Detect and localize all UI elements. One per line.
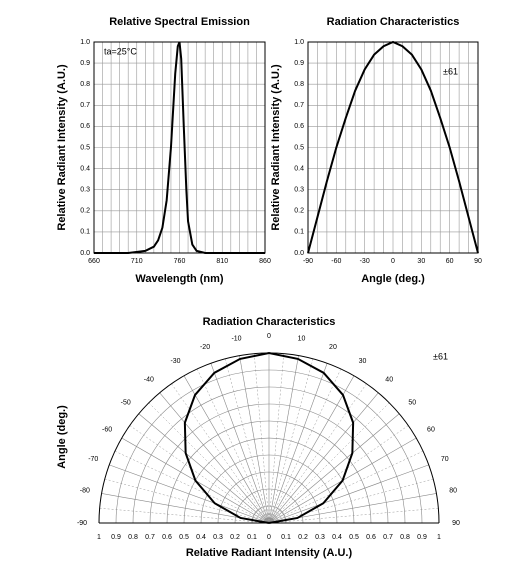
y-tick-label: 0.3 xyxy=(80,187,90,194)
x-tick-label: 0 xyxy=(267,534,271,541)
x-tick-label: 0.4 xyxy=(196,534,206,541)
y-tick-label: 0.3 xyxy=(294,187,304,194)
theta-tick-label: -90 xyxy=(77,520,87,527)
grid-circle xyxy=(149,403,389,524)
theta-tick-label: 50 xyxy=(408,400,416,407)
theta-tick-label: 80 xyxy=(449,487,457,494)
y-tick-label: 0.4 xyxy=(294,165,304,172)
y-tick-label: 0.2 xyxy=(294,208,304,215)
y-tick-label: 1.0 xyxy=(80,39,90,46)
theta-tick-label: -50 xyxy=(121,400,131,407)
x-tick-label: 810 xyxy=(216,258,228,265)
x-tick-label: 0.8 xyxy=(128,534,138,541)
y-tick-label: 1.0 xyxy=(294,39,304,46)
x-tick-label: 30 xyxy=(417,258,425,265)
x-tick-label: -30 xyxy=(360,258,370,265)
chart-title: Relative Spectral Emission xyxy=(109,16,250,28)
x-axis-label: Angle (deg.) xyxy=(361,273,425,285)
theta-tick-label: -80 xyxy=(80,487,90,494)
annotation: ±61 xyxy=(433,351,448,361)
y-tick-label: 0.9 xyxy=(294,60,304,67)
x-tick-label: 0.6 xyxy=(366,534,376,541)
theta-tick-label: -30 xyxy=(170,358,180,365)
y-axis-label: Relative Radiant Intensity (A.U.) xyxy=(270,64,282,231)
x-tick-label: 1 xyxy=(437,534,441,541)
x-axis-label: Wavelength (nm) xyxy=(135,273,224,285)
y-tick-label: 0.1 xyxy=(294,229,304,236)
y-tick-label: 0.6 xyxy=(80,123,90,130)
x-tick-label: 0.2 xyxy=(230,534,240,541)
grid-circle xyxy=(251,505,287,524)
x-tick-label: 0.7 xyxy=(383,534,393,541)
x-tick-label: 0.7 xyxy=(145,534,155,541)
y-tick-label: 0.7 xyxy=(80,102,90,109)
grid-circle xyxy=(183,437,355,524)
x-tick-label: 60 xyxy=(446,258,454,265)
theta-tick-label: 60 xyxy=(427,426,435,433)
theta-tick-label: -60 xyxy=(102,426,112,433)
x-tick-label: 0.8 xyxy=(400,534,410,541)
x-tick-label: 0.9 xyxy=(417,534,427,541)
theta-tick-label: -70 xyxy=(88,456,98,463)
y-tick-label: 0.0 xyxy=(80,250,90,257)
x-tick-label: 0.4 xyxy=(332,534,342,541)
theta-tick-label: -20 xyxy=(200,344,210,351)
x-tick-label: 0.1 xyxy=(281,534,291,541)
theta-tick-label: 20 xyxy=(329,344,337,351)
y-tick-label: 0.0 xyxy=(294,250,304,257)
x-tick-label: 760 xyxy=(174,258,186,265)
data-line xyxy=(94,41,265,254)
grid-circle xyxy=(234,488,304,524)
y-tick-label: 0.9 xyxy=(80,60,90,67)
data-line xyxy=(307,40,479,254)
theta-tick-label: 70 xyxy=(441,456,449,463)
x-tick-label: 0.6 xyxy=(162,534,172,541)
theta-tick-label: 10 xyxy=(298,336,306,343)
annotation: ±61 xyxy=(443,66,458,76)
x-tick-label: 0.2 xyxy=(298,534,308,541)
y-tick-label: 0.5 xyxy=(294,144,304,151)
grid-circle xyxy=(200,454,338,524)
y-axis-label: Angle (deg.) xyxy=(56,405,68,469)
chart-title: Radiation Characteristics xyxy=(327,16,460,28)
x-tick-label: 0 xyxy=(391,258,395,265)
x-tick-label: 90 xyxy=(474,258,482,265)
grid-circle xyxy=(217,471,321,524)
y-tick-label: 0.7 xyxy=(294,102,304,109)
y-tick-label: 0.8 xyxy=(80,81,90,88)
x-tick-label: 660 xyxy=(88,258,100,265)
chart-title: Radiation Characteristics xyxy=(203,316,336,328)
x-tick-label: -90 xyxy=(303,258,313,265)
annotation: ta=25°C xyxy=(104,46,137,56)
y-tick-label: 0.4 xyxy=(80,165,90,172)
x-tick-label: -60 xyxy=(331,258,341,265)
x-tick-label: 0.1 xyxy=(247,534,257,541)
theta-tick-label: 30 xyxy=(359,358,367,365)
y-axis-label: Relative Radiant Intensity (A.U.) xyxy=(56,64,68,231)
x-tick-label: 0.9 xyxy=(111,534,121,541)
theta-tick-label: 90 xyxy=(452,520,460,527)
x-tick-label: 0.3 xyxy=(213,534,223,541)
y-tick-label: 0.5 xyxy=(80,144,90,151)
theta-tick-label: 40 xyxy=(385,377,393,384)
theta-tick-label: -10 xyxy=(231,336,241,343)
grid-circle xyxy=(132,386,406,524)
grid-circle xyxy=(115,369,423,524)
data-line xyxy=(183,351,355,524)
x-tick-label: 1 xyxy=(97,534,101,541)
theta-tick-label: -40 xyxy=(144,377,154,384)
y-tick-label: 0.1 xyxy=(80,229,90,236)
y-tick-label: 0.8 xyxy=(294,81,304,88)
y-tick-label: 0.6 xyxy=(294,123,304,130)
x-tick-label: 710 xyxy=(131,258,143,265)
x-tick-label: 860 xyxy=(259,258,271,265)
x-tick-label: 0.5 xyxy=(179,534,189,541)
x-tick-label: 0.5 xyxy=(349,534,359,541)
x-tick-label: 0.3 xyxy=(315,534,325,541)
y-tick-label: 0.2 xyxy=(80,208,90,215)
theta-tick-label: 0 xyxy=(267,333,271,340)
x-axis-label: Relative Radiant Intensity (A.U.) xyxy=(186,547,353,559)
grid-circle xyxy=(166,420,372,524)
